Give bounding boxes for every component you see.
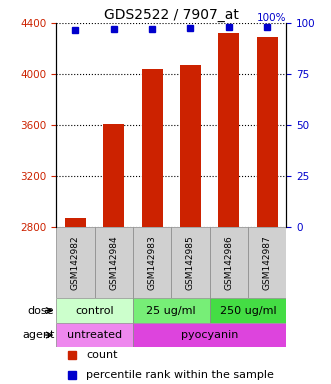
Bar — [180, 65, 201, 227]
Bar — [103, 124, 124, 227]
Text: control: control — [75, 306, 114, 316]
FancyBboxPatch shape — [133, 298, 210, 323]
FancyBboxPatch shape — [133, 323, 286, 347]
Bar — [218, 33, 239, 227]
FancyBboxPatch shape — [56, 298, 133, 323]
Text: 250 ug/ml: 250 ug/ml — [220, 306, 276, 316]
Text: GSM142983: GSM142983 — [148, 235, 157, 290]
Text: 100%: 100% — [257, 13, 286, 23]
Text: GSM142982: GSM142982 — [71, 235, 80, 290]
Text: percentile rank within the sample: percentile rank within the sample — [86, 370, 274, 380]
FancyBboxPatch shape — [210, 227, 248, 298]
Text: untreated: untreated — [67, 330, 122, 340]
Text: GSM142987: GSM142987 — [262, 235, 272, 290]
Title: GDS2522 / 7907_at: GDS2522 / 7907_at — [104, 8, 239, 22]
FancyBboxPatch shape — [56, 227, 95, 298]
FancyBboxPatch shape — [133, 227, 171, 298]
FancyBboxPatch shape — [248, 227, 286, 298]
Bar — [65, 218, 86, 227]
Text: 25 ug/ml: 25 ug/ml — [147, 306, 196, 316]
Text: dose: dose — [28, 306, 54, 316]
FancyBboxPatch shape — [210, 298, 286, 323]
Bar — [257, 37, 278, 227]
FancyBboxPatch shape — [95, 227, 133, 298]
Text: GSM142986: GSM142986 — [224, 235, 233, 290]
Bar — [142, 69, 163, 227]
Text: GSM142984: GSM142984 — [109, 235, 118, 290]
FancyBboxPatch shape — [171, 227, 210, 298]
FancyBboxPatch shape — [56, 323, 133, 347]
Text: GSM142985: GSM142985 — [186, 235, 195, 290]
Text: agent: agent — [22, 330, 54, 340]
Text: count: count — [86, 350, 118, 360]
Text: pyocyanin: pyocyanin — [181, 330, 238, 340]
